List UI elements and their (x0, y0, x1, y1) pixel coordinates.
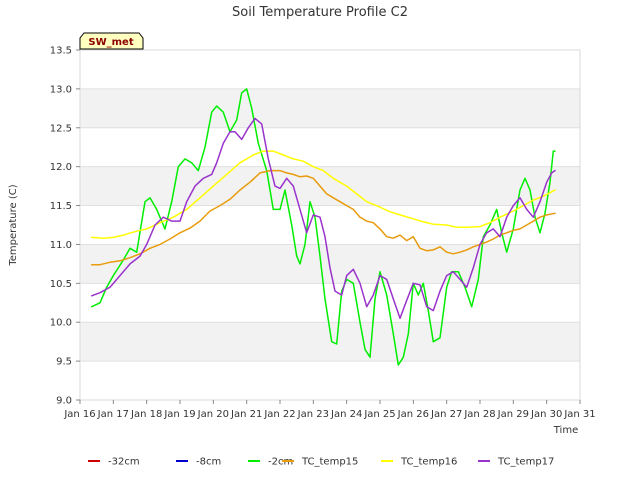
y-tick-label: 9.0 (56, 396, 72, 407)
grid-band (80, 50, 580, 89)
legend-item: -8cm (176, 457, 221, 468)
series-line-2cm (90, 88, 556, 366)
x-tick-label: Jan 18 (130, 409, 162, 420)
chart-title: Soil Temperature Profile C2 (232, 5, 408, 20)
legend-label: TC_temp15 (301, 457, 358, 468)
legend-label: TC_temp16 (400, 457, 457, 468)
y-tick-label: 11.5 (50, 201, 72, 212)
x-tick-label: Jan 22 (263, 409, 295, 420)
y-tick-label: 13.0 (50, 84, 72, 95)
badge-text: SW_met (88, 37, 133, 48)
x-tick-label: Jan 24 (330, 409, 362, 420)
series-line-tc-temp17 (90, 117, 556, 320)
legend-item: TC_temp17 (478, 457, 554, 468)
legend-item: -2cm (248, 457, 293, 468)
legend-label: TC_temp17 (497, 457, 554, 468)
grid-band (80, 88, 580, 128)
x-tick-label: Jan 16 (63, 409, 95, 420)
y-tick-label: 12.5 (50, 123, 72, 134)
legend: -32cm -8cm -2cm TC_temp15 TC_temp16 TC_temp17 (88, 457, 554, 468)
y-axis: 9.0 9.5 10.0 10.5 11.0 11.5 12.0 12.5 13.0 13.5 (50, 46, 80, 407)
y-tick-label: 13.5 (50, 46, 72, 57)
x-tick-label: Jan 25 (363, 409, 395, 420)
legend-item: TC_temp16 (381, 457, 457, 468)
x-tick-label: Jan 21 (230, 409, 262, 420)
legend-label: -2cm (268, 457, 293, 468)
series-lines (90, 88, 556, 366)
x-tick-label: Jan 30 (530, 409, 562, 420)
x-tick-label: Jan 20 (197, 409, 229, 420)
plot-border (79, 49, 581, 401)
grid-band (80, 127, 580, 167)
grid-band (80, 166, 580, 206)
x-tick-label: Jan 26 (397, 409, 429, 420)
grid-band (80, 283, 580, 323)
x-tick-label: Jan 17 (97, 409, 129, 420)
x-tick-label: Jan 31 (563, 409, 595, 420)
x-tick-label: Jan 19 (163, 409, 195, 420)
x-axis-label: Time (553, 425, 578, 436)
y-tick-label: 11.0 (50, 240, 72, 251)
badge-shape (79, 32, 144, 50)
x-tick-label: Jan 29 (497, 409, 529, 420)
y-axis-label: Temperature (C) (8, 184, 19, 266)
legend-item: -32cm (88, 457, 140, 468)
grid-band (80, 361, 580, 400)
y-tick-label: 10.0 (50, 318, 72, 329)
x-axis: Jan 16 Jan 17 Jan 18 Jan 19 Jan 20 Jan 21 Jan … (63, 400, 596, 420)
x-tick-label: Jan 23 (297, 409, 329, 420)
y-tick-label: 12.0 (50, 162, 72, 173)
legend-label: -8cm (196, 457, 221, 468)
series-line-tc-temp15 (90, 169, 556, 266)
x-tick-label: Jan 27 (430, 409, 462, 420)
series-line-tc-temp16 (90, 150, 556, 239)
y-tick-label: 10.5 (50, 279, 72, 290)
x-tick-label: Jan 28 (463, 409, 495, 420)
legend-label: -32cm (108, 457, 140, 468)
y-tick-label: 9.5 (56, 357, 72, 368)
legend-item: TC_temp15 (282, 457, 358, 468)
sw-met-badge: SW_met (79, 32, 144, 50)
